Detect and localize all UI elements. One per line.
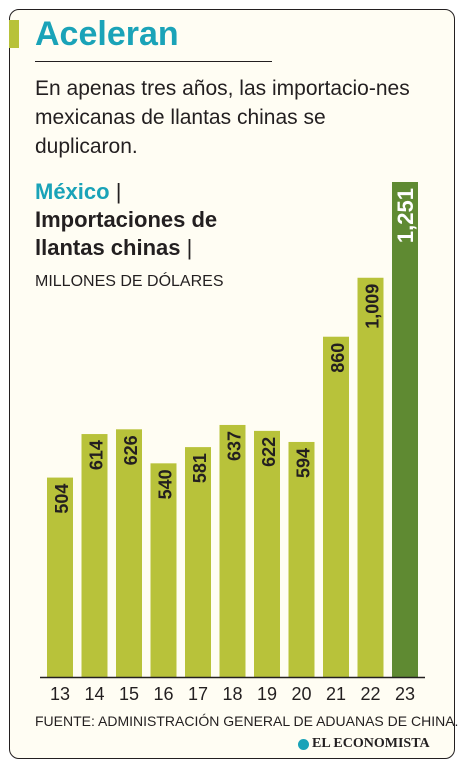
value-label-17: 581 (190, 453, 210, 483)
value-label-21: 860 (328, 343, 348, 373)
value-label-14: 614 (87, 440, 107, 470)
bar-13 (47, 477, 73, 677)
bar-15 (116, 429, 142, 677)
value-label-15: 626 (121, 435, 141, 465)
bar-20 (288, 441, 315, 677)
title-separator: | (115, 179, 122, 204)
metric-separator: | (186, 235, 193, 260)
source-note: FUENTE: ADMINISTRACIÓN GENERAL DE ADUANA… (35, 712, 458, 730)
bar-16 (150, 463, 177, 677)
bar-18 (219, 424, 246, 677)
value-label-19: 622 (259, 437, 279, 467)
bar-22 (357, 277, 384, 677)
value-label-20: 594 (294, 448, 314, 478)
bar-23 (392, 182, 418, 677)
x-tick-18: 18 (222, 684, 242, 704)
value-label-22: 1,009 (363, 284, 383, 329)
x-tick-19: 19 (257, 684, 277, 704)
x-tick-16: 16 (153, 684, 173, 704)
subtitle: En apenas tres años, las importacio-nes … (35, 77, 410, 158)
x-tick-15: 15 (119, 684, 139, 704)
x-tick-22: 22 (360, 684, 380, 704)
x-tick-21: 21 (326, 684, 346, 704)
x-tick-23: 23 (395, 684, 415, 704)
x-tick-20: 20 (291, 684, 311, 704)
source-text: FUENTE: ADMINISTRACIÓN GENERAL DE ADUANA… (35, 713, 459, 729)
brand: EL ECONOMISTA (298, 736, 430, 752)
chart-metric-line: Importaciones de llantas chinas | (35, 206, 275, 262)
bar-17 (185, 447, 211, 677)
bar-21 (323, 336, 349, 677)
value-label-13: 504 (52, 484, 72, 514)
brand-name: EL ECONOMISTA (312, 736, 430, 751)
x-tick-17: 17 (188, 684, 208, 704)
chart-country: México (35, 179, 110, 204)
x-tick-13: 13 (50, 684, 70, 704)
page-title: Aceleran (35, 15, 179, 53)
value-label-23: 1,251 (393, 188, 418, 243)
title-accent-bar (9, 20, 19, 48)
chart-metric: Importaciones de llantas chinas (35, 207, 218, 260)
chart-country-line: México | (35, 178, 121, 206)
x-tick-14: 14 (84, 684, 104, 704)
title-divider (35, 61, 272, 62)
el-economista-logo-icon (298, 738, 309, 750)
chart-unit: MILLONES DE DÓLARES (35, 273, 224, 290)
value-label-16: 540 (156, 469, 176, 499)
bar-19 (254, 430, 280, 677)
bar-14 (81, 434, 108, 677)
value-label-18: 637 (225, 431, 245, 461)
